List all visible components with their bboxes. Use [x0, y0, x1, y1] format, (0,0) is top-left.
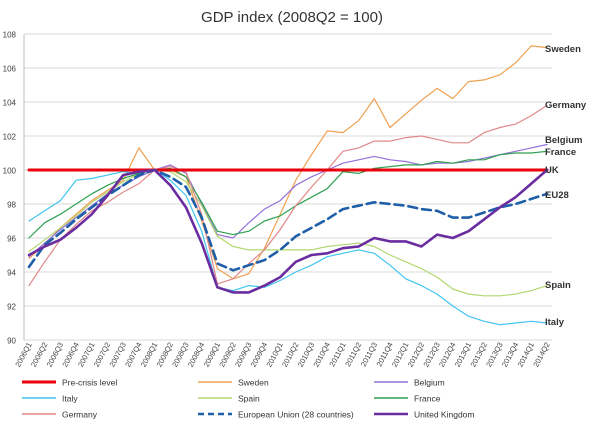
legend-label-united-kingdom: United Kingdom [414, 410, 474, 420]
legend-label-pre-crisis-level: Pre-crisis level [62, 378, 117, 388]
end-label-spain: Spain [545, 280, 571, 291]
series-line-france [28, 150, 548, 239]
end-label-belgium: Belgium [545, 135, 582, 146]
end-label-france: France [545, 147, 576, 158]
series-line-european-union-28-countries [27, 168, 549, 272]
legend-label-european-union-28-countries: European Union (28 countries) [238, 410, 354, 420]
y-tick-label: 90 [7, 337, 16, 346]
y-tick-label: 98 [7, 201, 16, 210]
end-label-italy: Italy [545, 317, 565, 328]
y-tick-label: 92 [7, 303, 16, 312]
legend-label-spain: Spain [238, 394, 260, 404]
y-tick-label: 106 [3, 65, 17, 74]
end-label-germany: Germany [545, 100, 587, 111]
y-axis: 90 92 94 96 98 100 102 104 106 108 [3, 31, 17, 346]
y-tick-label: 94 [7, 269, 16, 278]
legend-label-italy: Italy [62, 394, 78, 404]
series-line-germany [28, 104, 548, 287]
series-line-united-kingdom [27, 168, 549, 294]
series-line-italy [28, 169, 548, 326]
series-end-labels: Sweden Belgium Italy Spain France Germany EU28… [545, 44, 587, 328]
legend-label-belgium: Belgium [414, 378, 445, 388]
y-tick-label: 102 [3, 133, 17, 142]
y-tick-label: 104 [3, 99, 17, 108]
end-label-sweden: Sweden [545, 44, 581, 55]
y-tick-label: 100 [3, 167, 17, 176]
y-tick-label: 96 [7, 235, 16, 244]
y-tick-label: 108 [3, 31, 17, 40]
legend-label-germany: Germany [62, 410, 98, 420]
legend: Pre-crisis level Sweden Belgium Italy Spain F… [22, 378, 474, 420]
end-label-eu28: EU28 [545, 190, 569, 201]
grid-layer [23, 33, 552, 341]
legend-label-france: France [414, 394, 441, 404]
series-layer [27, 45, 549, 326]
legend-label-sweden: Sweden [238, 378, 269, 388]
end-label-uk: UK [545, 165, 559, 176]
chart-title: GDP index (2008Q2 = 100) [201, 9, 383, 26]
